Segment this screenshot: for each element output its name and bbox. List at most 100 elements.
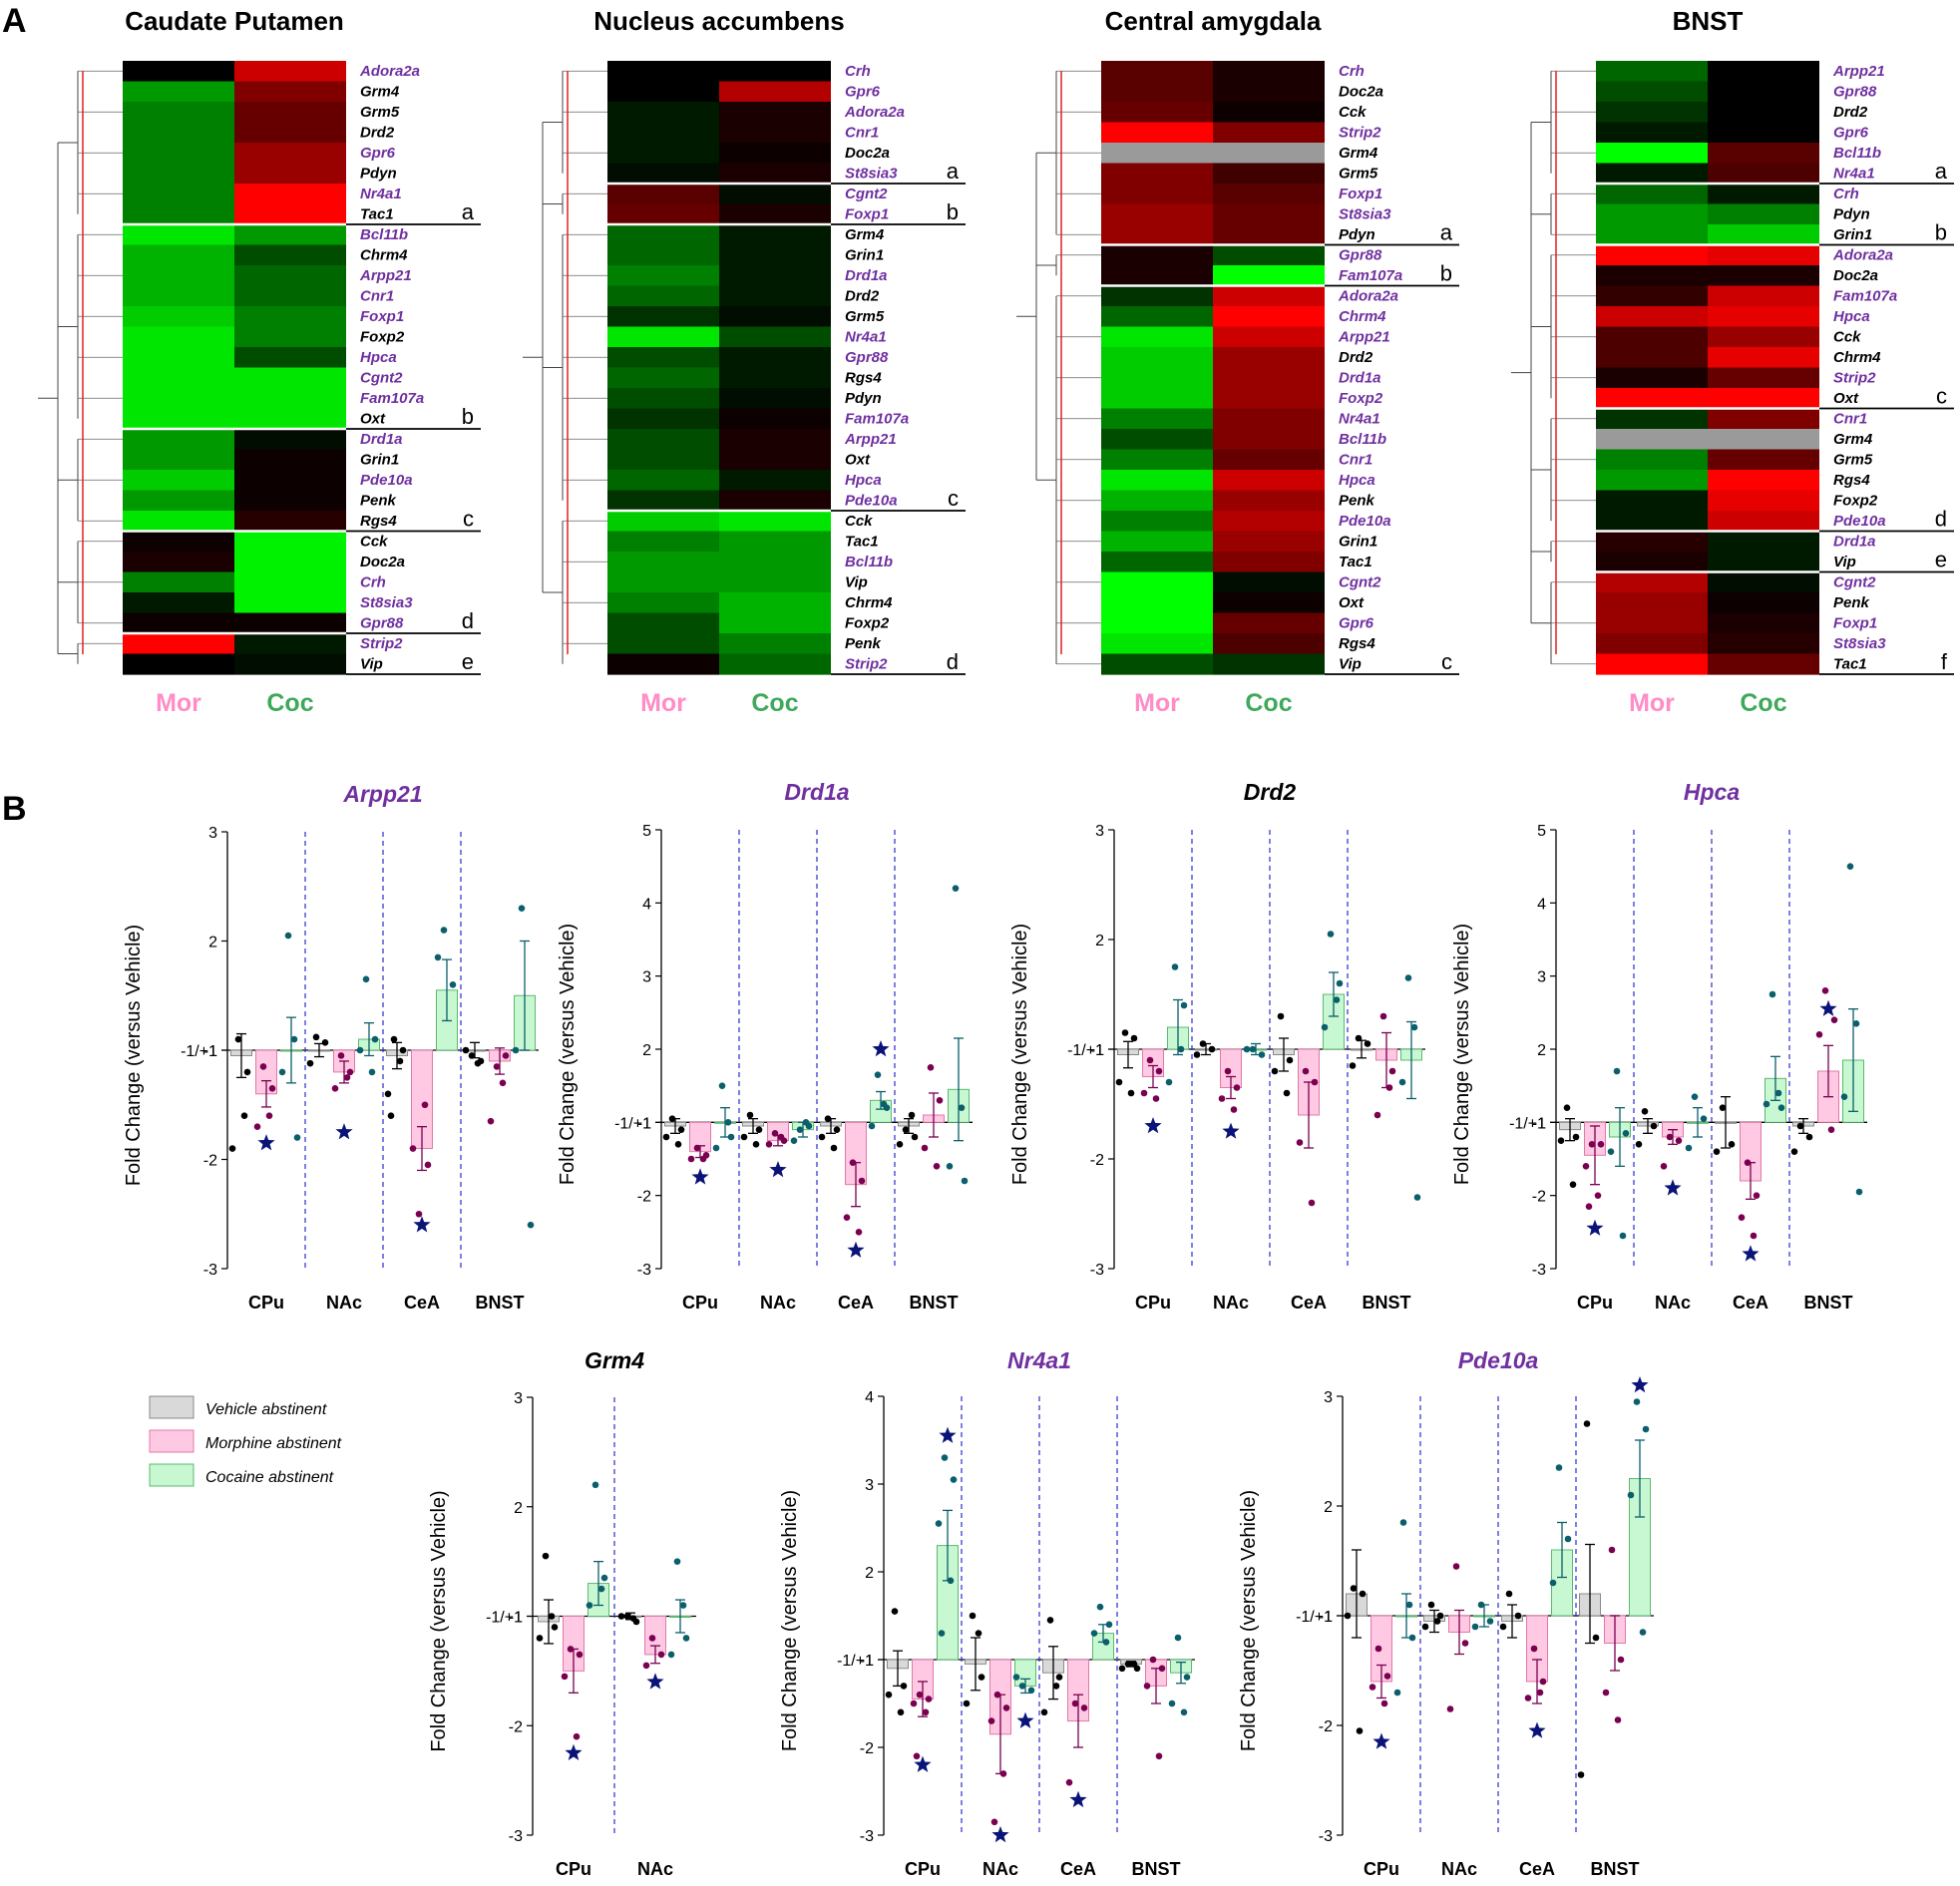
gene-label: Grin1 [1833,226,1872,243]
heatmap-title: BNST [1673,6,1744,36]
data-point [1738,1214,1746,1221]
gene-label: St8sia3 [845,166,898,183]
data-point [1564,1535,1572,1543]
data-point [1105,1621,1113,1629]
heatmap-cell-coc [1213,347,1325,369]
gene-label: Arpp21 [1338,329,1390,346]
data-point [253,1123,261,1130]
y-tick-label: -1 [860,1653,874,1670]
heatmap-cell-coc [719,552,831,573]
heatmap-cell-mor [1101,367,1213,389]
gene-label: Bcl11b [1339,431,1386,448]
dendrogram [523,70,607,664]
heatmap-cell-mor [1101,552,1213,573]
heatmap-cell-mor [1101,306,1213,328]
data-point [1121,1029,1129,1036]
data-point [1296,1139,1304,1146]
data-point [1641,1108,1649,1115]
data-point [1096,1603,1104,1611]
data-point [1383,1673,1391,1680]
cluster-label: a [947,159,960,184]
data-point [1777,1104,1785,1111]
heatmap-cell-mor [1596,347,1708,369]
data-point [777,1133,785,1141]
gene-label: Pde10a [1339,513,1391,530]
heatmap-cell-mor [1596,122,1708,144]
y-tick-label: 3 [1537,969,1546,986]
gene-label: Oxt [360,411,386,428]
cluster-label: b [1440,261,1452,286]
heatmap-cell-mor [607,143,719,165]
data-point [1583,1420,1591,1427]
gene-label: Arpp21 [844,431,897,448]
heatmap-cell-mor [123,490,234,512]
heatmap-cell-coc [1708,571,1819,593]
y-tick-label: 5 [1537,823,1546,840]
heatmap-cell-coc [719,449,831,471]
category-label: CPu [556,1859,591,1879]
gene-label: Drd1a [1339,370,1381,387]
heatmap-cell-coc [1213,612,1325,634]
heatmap-cell-coc [719,633,831,655]
data-point [1685,1144,1693,1152]
gene-label: Drd2 [1833,104,1868,121]
data-point [1102,1639,1110,1646]
data-point [576,1651,584,1659]
heatmap-cell-coc [234,102,346,124]
heatmap-cell-coc [1708,224,1819,246]
legend: Vehicle abstinent Morphine abstinent Coc… [149,1395,342,1487]
heatmap-cell-coc [719,408,831,430]
data-point [1168,1699,1176,1707]
heatmap-cell-mor [1101,347,1213,369]
heatmap-cell-mor [607,388,719,410]
gene-label: Strip2 [1339,125,1381,142]
heatmap-cell-mor [1101,184,1213,205]
data-point [536,1635,544,1642]
heatmap-cell-mor [123,531,234,553]
y-tick-label: 3 [208,825,217,842]
y-tick-label: -3 [509,1828,523,1845]
heatmap-cell-mor [607,184,719,205]
heatmap-cell-mor [1101,490,1213,512]
gene-label: Pdyn [1339,226,1375,243]
y-axis-label: Fold Change (versus Vehicle) [428,1490,450,1751]
data-point [921,1144,929,1152]
heatmap-cell-mor [1101,224,1213,246]
category-label: BNST [1804,1293,1853,1313]
data-point [1421,1623,1429,1631]
data-point [796,1126,804,1133]
data-point [1230,1106,1238,1113]
data-point [343,1074,351,1081]
cluster-label: a [1440,220,1453,245]
y-tick-label: 2 [1537,1042,1546,1059]
gene-label: Cgnt2 [845,186,888,202]
data-point [802,1119,810,1126]
heatmap-cell-coc [1708,122,1819,144]
gene-label: Grm4 [845,226,885,243]
data-point [1012,1674,1020,1681]
data-point [518,905,526,912]
data-point [674,1141,682,1148]
heatmap-cell-mor [607,531,719,553]
y-tick-label: 2 [865,1565,874,1582]
data-point [790,1137,798,1144]
gene-label: Cck [1339,104,1367,121]
data-point [409,1145,417,1152]
heatmap-cell-coc [719,571,831,593]
heatmap-cell-mor [1596,408,1708,430]
data-point [752,1141,760,1148]
heatmap-cell-mor [1596,633,1708,655]
heatmap-cell-coc [234,265,346,287]
data-point [1065,1778,1073,1786]
gene-label: Strip2 [1833,370,1876,387]
column-label-mor: Mor [640,689,686,717]
heatmap-cell-mor [1101,81,1213,103]
heatmap-cell-mor [607,102,719,124]
heatmap-cell-coc [719,285,831,307]
y-tick-label: -2 [1532,1189,1546,1206]
data-point [1639,1629,1647,1636]
heatmap-cell-coc [1213,122,1325,144]
data-point [1846,863,1854,870]
data-point [1660,1163,1668,1170]
significance-star [413,1216,431,1233]
